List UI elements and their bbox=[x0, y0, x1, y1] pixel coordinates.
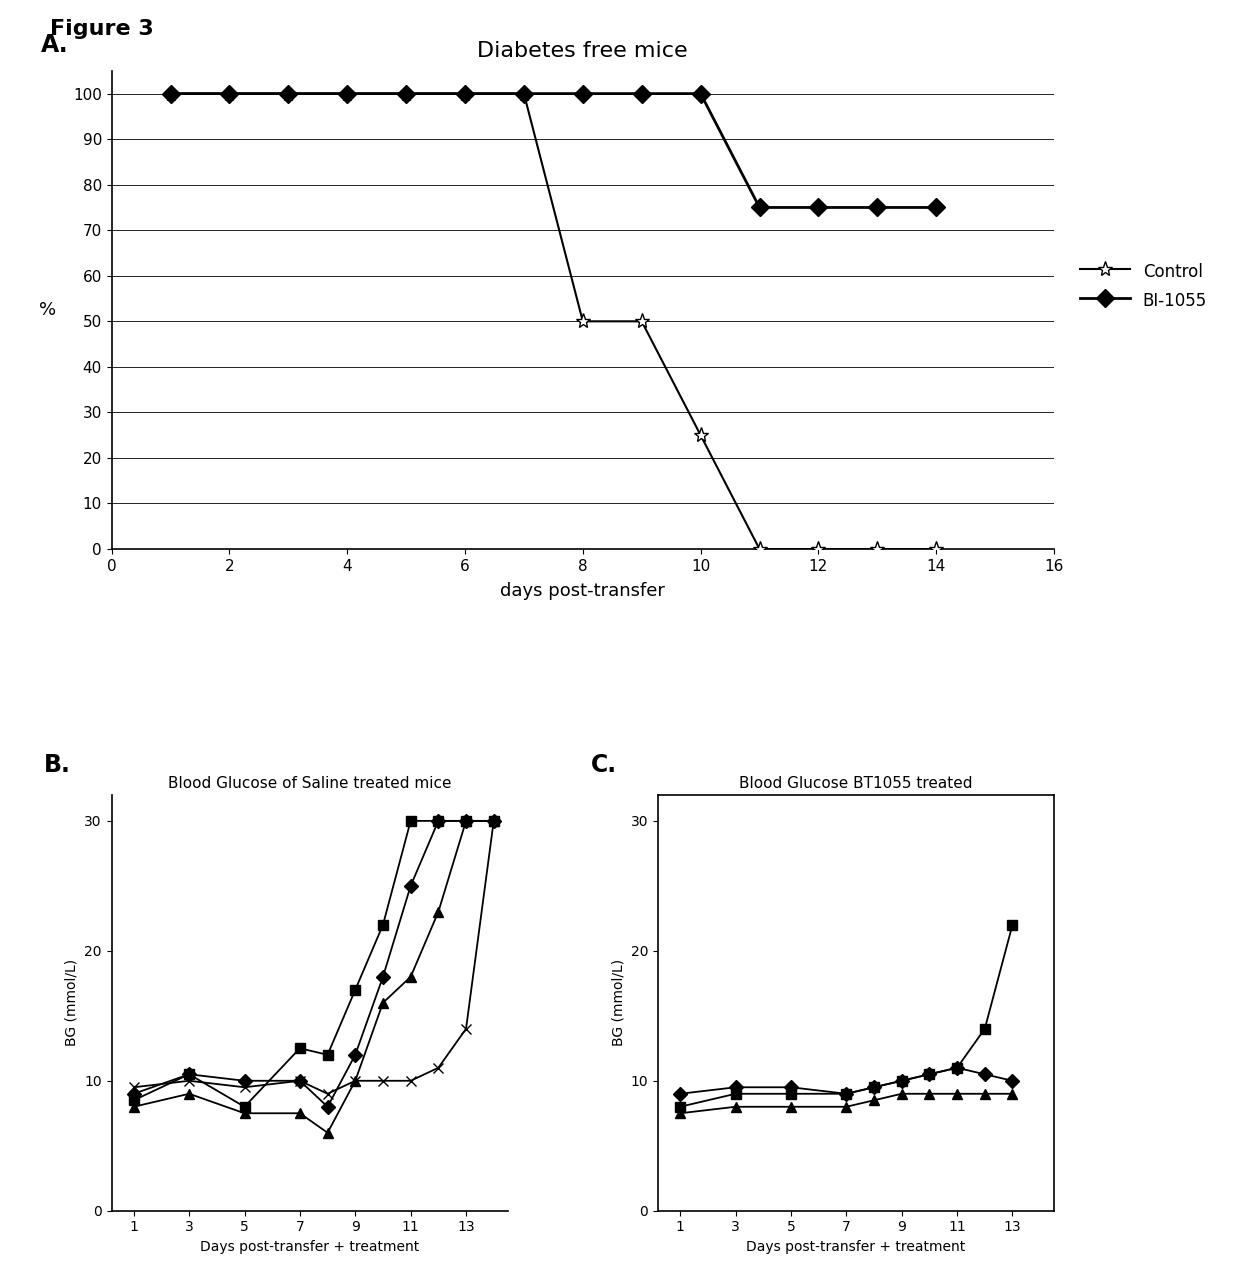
Control bbox=[929, 541, 944, 556]
Control bbox=[458, 86, 472, 102]
Y-axis label: %: % bbox=[40, 301, 57, 319]
Y-axis label: BG (mmol/L): BG (mmol/L) bbox=[611, 960, 625, 1046]
BI-1055 bbox=[929, 200, 944, 215]
BI-1055 bbox=[164, 86, 179, 102]
Control bbox=[222, 86, 237, 102]
Title: Blood Glucose of Saline treated mice: Blood Glucose of Saline treated mice bbox=[167, 775, 451, 791]
Control bbox=[635, 313, 650, 328]
Text: C.: C. bbox=[590, 753, 616, 778]
Control bbox=[575, 313, 590, 328]
BI-1055 bbox=[811, 200, 826, 215]
Y-axis label: BG (mmol/L): BG (mmol/L) bbox=[64, 960, 78, 1046]
BI-1055 bbox=[751, 200, 766, 215]
BI-1055 bbox=[635, 86, 650, 102]
BI-1055 bbox=[340, 86, 355, 102]
Line: Control: Control bbox=[162, 86, 944, 556]
X-axis label: Days post-transfer + treatment: Days post-transfer + treatment bbox=[746, 1240, 966, 1255]
Control bbox=[811, 541, 826, 556]
BI-1055 bbox=[516, 86, 531, 102]
Control bbox=[870, 541, 885, 556]
Text: A.: A. bbox=[41, 32, 68, 57]
Control bbox=[280, 86, 295, 102]
Control bbox=[516, 86, 531, 102]
BI-1055 bbox=[693, 86, 708, 102]
Text: B.: B. bbox=[45, 753, 71, 778]
Text: Figure 3: Figure 3 bbox=[50, 19, 154, 40]
BI-1055 bbox=[399, 86, 414, 102]
Control bbox=[751, 541, 766, 556]
BI-1055 bbox=[222, 86, 237, 102]
BI-1055 bbox=[458, 86, 472, 102]
BI-1055 bbox=[575, 86, 590, 102]
X-axis label: days post-transfer: days post-transfer bbox=[501, 582, 665, 600]
Control bbox=[164, 86, 179, 102]
Legend: Control, BI-1055: Control, BI-1055 bbox=[1073, 255, 1214, 317]
Control bbox=[399, 86, 414, 102]
Title: Diabetes free mice: Diabetes free mice bbox=[477, 41, 688, 61]
Control bbox=[693, 428, 708, 443]
BI-1055 bbox=[280, 86, 295, 102]
Control bbox=[340, 86, 355, 102]
X-axis label: Days post-transfer + treatment: Days post-transfer + treatment bbox=[200, 1240, 419, 1255]
Line: BI-1055: BI-1055 bbox=[164, 88, 942, 214]
Title: Blood Glucose BT1055 treated: Blood Glucose BT1055 treated bbox=[739, 775, 972, 791]
BI-1055 bbox=[870, 200, 885, 215]
